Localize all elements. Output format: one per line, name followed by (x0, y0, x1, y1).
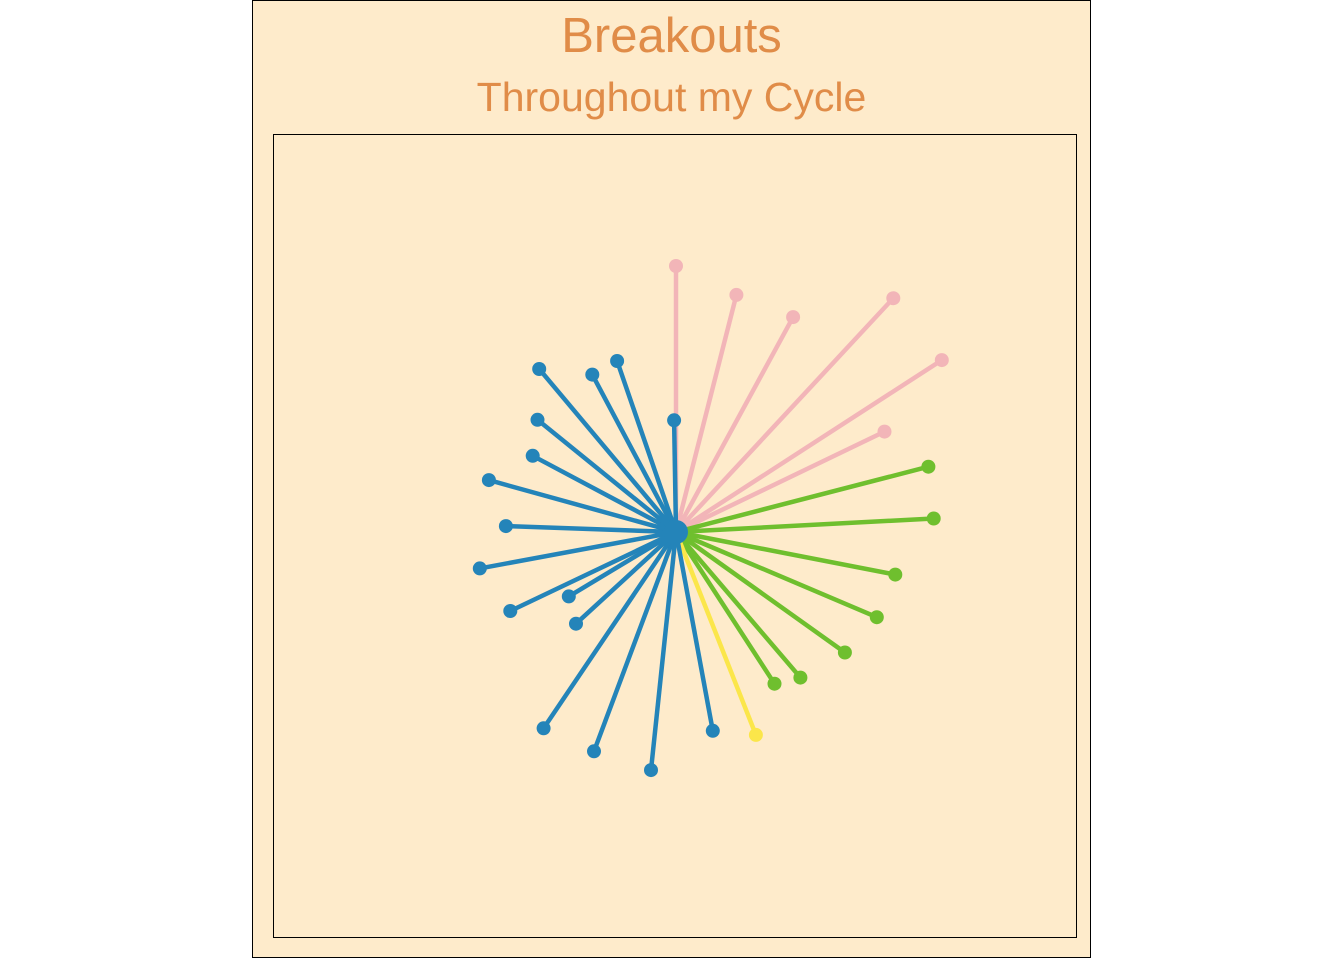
spoke-point-15 (644, 763, 658, 778)
spoke-line-28 (614, 360, 679, 533)
spoke-point-20 (503, 604, 518, 618)
spoke-point-25 (530, 412, 545, 427)
spoke-line-26 (537, 367, 678, 534)
spoke-line-17 (541, 530, 678, 730)
spoke-line-25 (536, 418, 678, 534)
spoke-point-26 (532, 362, 547, 376)
spoke-line-14 (673, 531, 716, 732)
spoke-line-18 (574, 530, 678, 626)
spoke-point-11 (793, 670, 808, 685)
spoke-point-28 (610, 354, 625, 368)
spoke-point-18 (569, 616, 583, 631)
spoke-point-0 (669, 259, 683, 273)
spoke-point-1 (729, 287, 744, 302)
spoke-line-27 (590, 373, 678, 534)
spoke-line-13 (673, 531, 758, 736)
spoke-point-27 (585, 367, 600, 382)
spoke-line-3 (674, 296, 895, 534)
chart-title: Breakouts (561, 9, 782, 63)
spoke-point-6 (921, 459, 936, 474)
spoke-point-24 (525, 448, 540, 463)
spoke-line-11 (674, 530, 803, 680)
spoke-line-2 (674, 316, 796, 534)
spoke-point-2 (786, 310, 801, 325)
spoke-point-5 (877, 424, 892, 439)
spoke-point-10 (837, 645, 852, 660)
spoke-point-17 (536, 721, 551, 736)
spoke-line-15 (648, 531, 679, 771)
spoke-point-4 (934, 353, 949, 368)
figure-background: Breakouts Throughout my Cycle (252, 0, 1091, 958)
center-hub (664, 520, 688, 544)
spoke-point-14 (705, 723, 720, 738)
spoke-point-21 (472, 561, 487, 576)
spoke-line-29 (671, 420, 679, 533)
spoke-point-7 (926, 511, 941, 526)
spoke-line-4 (674, 358, 944, 534)
spoke-line-21 (479, 529, 677, 571)
spoke-point-13 (748, 727, 763, 742)
spoke-point-3 (886, 291, 901, 306)
spoke-point-9 (869, 610, 884, 625)
spoke-line-23 (488, 477, 677, 535)
spoke-line-7 (675, 516, 934, 535)
spoke-line-10 (674, 530, 847, 655)
spoke-point-8 (888, 567, 903, 582)
spoke-line-16 (591, 531, 679, 753)
spoke-point-22 (498, 519, 513, 534)
chart-subtitle: Throughout my Cycle (476, 74, 867, 120)
spoke-line-9 (675, 529, 878, 620)
spoke-line-8 (675, 529, 896, 577)
spoke-point-12 (767, 676, 782, 691)
spoke-point-19 (561, 589, 576, 604)
spoke-line-5 (675, 429, 886, 535)
spoke-line-1 (673, 294, 739, 533)
plot-panel (273, 134, 1077, 938)
spokes-group (472, 259, 949, 778)
spoke-line-20 (509, 529, 677, 614)
spoke-point-29 (667, 413, 682, 428)
spoke-point-16 (587, 744, 601, 759)
spoke-line-22 (505, 523, 677, 535)
spoke-line-12 (674, 530, 777, 685)
spoke-line-6 (675, 464, 929, 535)
spoke-point-23 (481, 473, 496, 488)
spoke-line-24 (531, 453, 678, 534)
